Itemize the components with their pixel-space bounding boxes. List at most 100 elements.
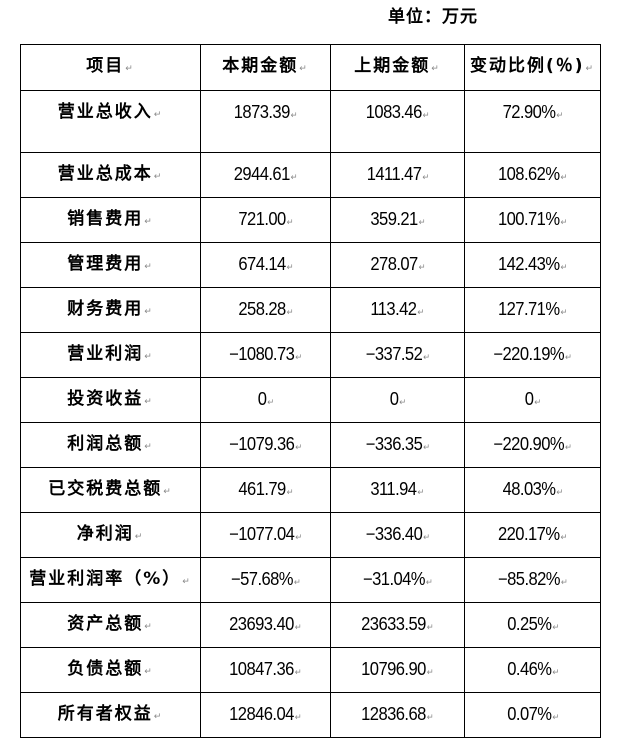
current-amount-cell: 721.00 — [200, 197, 331, 243]
current-amount-value: 721.00 — [238, 208, 293, 233]
current-amount-value: 0 — [258, 388, 274, 413]
previous-amount-cell: 359.21 — [330, 197, 465, 243]
item-cell: 负债总额 — [20, 647, 201, 693]
table-row: 管理费用 674.14 278.07 142.43% — [20, 242, 601, 288]
change-ratio-value: 72.90% — [502, 101, 562, 126]
change-ratio-cell: 0.25% — [464, 602, 601, 648]
current-amount-cell: 258.28 — [200, 287, 331, 333]
change-ratio-cell: −220.90% — [464, 422, 601, 468]
change-ratio-cell: 48.03% — [464, 467, 601, 513]
change-ratio-value: 48.03% — [502, 478, 562, 503]
change-ratio-value: 0.46% — [507, 658, 559, 683]
item-value: 营业利润 — [67, 343, 154, 368]
current-amount-value: −57.68% — [231, 568, 300, 593]
previous-amount-value: 1083.46 — [366, 101, 429, 126]
previous-amount-cell: 1083.46 — [330, 90, 465, 153]
change-ratio-cell: −220.19% — [464, 332, 601, 378]
item-value: 所有者权益 — [58, 703, 164, 728]
item-cell: 利润总额 — [20, 422, 201, 468]
change-ratio-cell: 0.46% — [464, 647, 601, 693]
item-value: 财务费用 — [67, 298, 154, 323]
current-amount-value: −1080.73 — [229, 343, 301, 368]
item-cell: 营业利润 — [20, 332, 201, 378]
table-row: 所有者权益 12846.04 12836.68 0.07% — [20, 692, 601, 738]
header-cell: 本期金额 — [200, 44, 331, 91]
change-ratio-value: −220.90% — [494, 433, 572, 458]
change-ratio-cell: 100.71% — [464, 197, 601, 243]
previous-amount-value: 12836.68 — [362, 703, 434, 728]
change-ratio-value: 0.25% — [507, 613, 559, 638]
header-previous: 上期金额 — [354, 55, 441, 80]
change-ratio-value: 142.43% — [498, 253, 567, 278]
current-amount-cell: 12846.04 — [200, 692, 331, 738]
header-cell: 上期金额 — [330, 44, 465, 91]
current-amount-cell: −1077.04 — [200, 512, 331, 558]
previous-amount-cell: 113.42 — [330, 287, 465, 333]
item-cell: 已交税费总额 — [20, 467, 201, 513]
previous-amount-value: 359.21 — [370, 208, 425, 233]
previous-amount-cell: 10796.90 — [330, 647, 465, 693]
table-row: 营业总成本 2944.61 1411.47 108.62% — [20, 152, 601, 198]
current-amount-value: 258.28 — [238, 298, 293, 323]
item-value: 营业总收入 — [58, 101, 164, 126]
previous-amount-value: −336.40 — [366, 523, 430, 548]
item-value: 负债总额 — [67, 658, 154, 683]
item-cell: 净利润 — [20, 512, 201, 558]
item-value: 营业总成本 — [58, 163, 164, 188]
table-row: 负债总额 10847.36 10796.90 0.46% — [20, 647, 601, 693]
item-cell: 所有者权益 — [20, 692, 201, 738]
previous-amount-value: 278.07 — [370, 253, 425, 278]
item-cell: 资产总额 — [20, 602, 201, 648]
item-value: 净利润 — [77, 523, 145, 548]
current-amount-cell: −1079.36 — [200, 422, 331, 468]
previous-amount-cell: 0 — [330, 377, 465, 423]
current-amount-value: 23693.40 — [230, 613, 302, 638]
table-row: 营业总收入 1873.39 1083.46 72.90% — [20, 90, 601, 153]
change-ratio-value: 220.17% — [498, 523, 567, 548]
unit-label: 单位：万元 — [388, 7, 478, 27]
change-ratio-cell: 0 — [464, 377, 601, 423]
change-ratio-value: 108.62% — [498, 163, 567, 188]
previous-amount-value: −31.04% — [363, 568, 432, 593]
change-ratio-cell: 142.43% — [464, 242, 601, 288]
header-cell: 项目 — [20, 44, 201, 91]
previous-amount-cell: −336.35 — [330, 422, 465, 468]
change-ratio-value: 100.71% — [498, 208, 567, 233]
item-cell: 管理费用 — [20, 242, 201, 288]
previous-amount-value: 0 — [390, 388, 406, 413]
previous-amount-cell: −31.04% — [330, 557, 465, 603]
item-cell: 营业总成本 — [20, 152, 201, 198]
current-amount-value: 12846.04 — [230, 703, 302, 728]
previous-amount-cell: 278.07 — [330, 242, 465, 288]
previous-amount-value: −336.35 — [366, 433, 430, 458]
item-value: 已交税费总额 — [48, 478, 173, 503]
current-amount-cell: 10847.36 — [200, 647, 331, 693]
change-ratio-value: 0 — [525, 388, 541, 413]
table-row: 资产总额 23693.40 23633.59 0.25% — [20, 602, 601, 648]
previous-amount-value: 1411.47 — [366, 163, 428, 188]
current-amount-value: −1079.36 — [229, 433, 301, 458]
previous-amount-cell: 12836.68 — [330, 692, 465, 738]
item-cell: 营业总收入 — [20, 90, 201, 153]
current-amount-cell: −57.68% — [200, 557, 331, 603]
current-amount-value: 461.79 — [238, 478, 293, 503]
previous-amount-value: 23633.59 — [362, 613, 434, 638]
previous-amount-cell: −336.40 — [330, 512, 465, 558]
previous-amount-cell: 311.94 — [330, 467, 465, 513]
table-row: 投资收益 0 0 0 — [20, 377, 601, 423]
item-cell: 投资收益 — [20, 377, 201, 423]
table-row: 已交税费总额 461.79 311.94 48.03% — [20, 467, 601, 513]
table-row: 财务费用 258.28 113.42 127.71% — [20, 287, 601, 333]
header-current: 本期金额 — [222, 55, 309, 80]
header-cell: 变动比例(％) — [464, 44, 601, 91]
change-ratio-cell: −85.82% — [464, 557, 601, 603]
table-row: 净利润 −1077.04 −336.40 220.17% — [20, 512, 601, 558]
previous-amount-value: 10796.90 — [362, 658, 434, 683]
change-ratio-cell: 127.71% — [464, 287, 601, 333]
change-ratio-cell: 72.90% — [464, 90, 601, 153]
current-amount-cell: 23693.40 — [200, 602, 331, 648]
current-amount-value: 2944.61 — [234, 163, 297, 188]
item-value: 销售费用 — [67, 208, 154, 233]
current-amount-value: 10847.36 — [230, 658, 302, 683]
item-cell: 营业利润率（%） — [20, 557, 201, 603]
